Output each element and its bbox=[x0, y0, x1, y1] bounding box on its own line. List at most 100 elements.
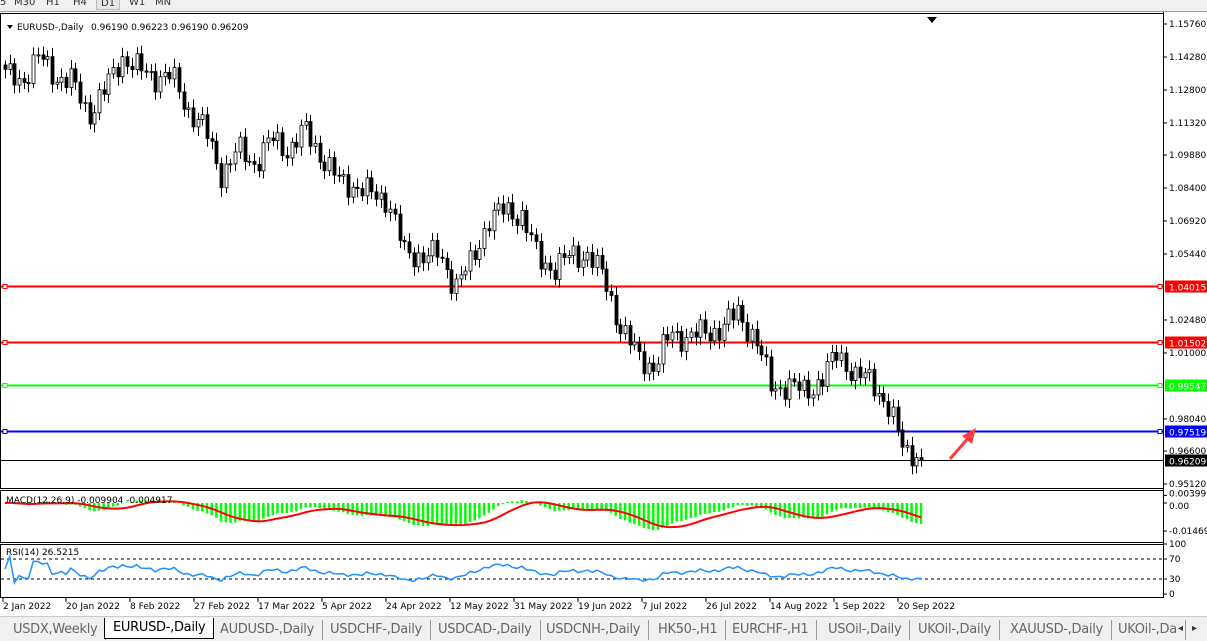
candle bbox=[177, 62, 182, 99]
candle bbox=[468, 242, 473, 280]
timeframe-h1[interactable]: H1 bbox=[46, 0, 60, 8]
candle bbox=[914, 452, 919, 474]
date-tick: 14 Aug 2022 bbox=[770, 602, 828, 612]
chart-tab[interactable]: EURUSD-,Daily bbox=[104, 618, 215, 639]
chart-tab[interactable]: USOil-,Daily bbox=[820, 620, 911, 640]
candle bbox=[501, 195, 506, 223]
collapse-triangle-icon[interactable] bbox=[7, 25, 13, 29]
candle bbox=[759, 339, 764, 361]
candle bbox=[571, 237, 576, 265]
candle bbox=[665, 326, 670, 347]
timeframe-mn[interactable]: MN bbox=[155, 0, 172, 8]
scroll-right-icon[interactable]: ▸ bbox=[1192, 623, 1198, 634]
candle bbox=[600, 247, 605, 275]
level-price-label: 0.97519 bbox=[1169, 429, 1206, 439]
chart-tab[interactable]: AUDUSD-,Daily bbox=[212, 620, 324, 640]
chart-shift-icon[interactable] bbox=[927, 17, 937, 23]
candle bbox=[783, 380, 788, 407]
candle bbox=[351, 182, 356, 204]
candle bbox=[365, 169, 370, 205]
candle bbox=[383, 186, 388, 218]
candle bbox=[149, 64, 154, 81]
candle bbox=[773, 381, 778, 400]
candle bbox=[426, 247, 431, 271]
timeframe-m5[interactable]: 5 bbox=[0, 0, 7, 8]
candle bbox=[858, 358, 863, 385]
candle bbox=[421, 246, 426, 272]
price-tick: 1.14280 bbox=[1169, 53, 1206, 63]
candle bbox=[205, 106, 210, 147]
candle bbox=[341, 169, 346, 185]
candle bbox=[111, 58, 116, 79]
candle bbox=[651, 354, 656, 381]
candle bbox=[106, 68, 111, 103]
candle bbox=[679, 325, 684, 358]
candle bbox=[412, 247, 417, 276]
candle bbox=[778, 379, 783, 397]
candle bbox=[614, 287, 619, 333]
candle bbox=[492, 202, 497, 240]
chart-tab[interactable]: XAUUSD-,Daily bbox=[1002, 620, 1112, 640]
candle bbox=[524, 205, 529, 242]
macd-pane[interactable] bbox=[0, 490, 1164, 543]
candle bbox=[787, 370, 792, 408]
candle bbox=[158, 70, 163, 99]
chart-tabs: USDX,Weekly EURUSD-,Daily AUDUSD-,Daily USD… bbox=[0, 616, 1207, 641]
level-handle[interactable] bbox=[2, 429, 8, 434]
level-handle[interactable] bbox=[2, 284, 8, 289]
chart-tab[interactable]: UKOil-,Da bbox=[1110, 620, 1186, 640]
chart-tab[interactable]: USDCAD-,Daily bbox=[430, 620, 541, 640]
candle bbox=[12, 58, 17, 94]
candle bbox=[73, 62, 78, 91]
candle bbox=[520, 201, 525, 231]
level-handle[interactable] bbox=[1157, 284, 1163, 289]
level-handle[interactable] bbox=[1157, 383, 1163, 388]
candle bbox=[83, 95, 88, 113]
chart-tab[interactable]: HK50-,H1 bbox=[650, 620, 727, 640]
candle bbox=[59, 68, 64, 92]
chart-tab[interactable]: USDCHF-,Daily bbox=[322, 620, 431, 640]
candle bbox=[740, 300, 745, 332]
chart-tab[interactable]: USDX,Weekly bbox=[5, 620, 107, 640]
price-tick: 1.15760 bbox=[1169, 20, 1206, 30]
candle bbox=[182, 83, 187, 117]
candle bbox=[88, 94, 93, 130]
candle bbox=[346, 165, 351, 206]
candle bbox=[41, 46, 46, 67]
candle bbox=[712, 320, 717, 346]
candle bbox=[567, 250, 572, 265]
candle bbox=[219, 157, 224, 197]
level-handle[interactable] bbox=[2, 383, 8, 388]
chart-tab[interactable]: EURCHF-,H1 bbox=[724, 620, 818, 640]
candle bbox=[717, 320, 722, 350]
candle bbox=[252, 153, 257, 174]
main-pane[interactable] bbox=[0, 13, 1164, 489]
date-tick: 2 Jan 2022 bbox=[3, 602, 51, 612]
candle bbox=[290, 137, 295, 166]
level-handle[interactable] bbox=[1157, 340, 1163, 345]
timeframe-w1[interactable]: W1 bbox=[129, 0, 146, 8]
date-tick: 24 Apr 2022 bbox=[386, 602, 442, 612]
candle bbox=[299, 119, 304, 156]
price-tick: 1.01000 bbox=[1169, 349, 1206, 359]
level-handle[interactable] bbox=[2, 340, 8, 345]
candle bbox=[120, 47, 125, 84]
chart-tab[interactable]: USDCNH-,Daily bbox=[538, 620, 650, 640]
candle bbox=[163, 63, 168, 86]
candle bbox=[708, 326, 713, 350]
timeframe-d1[interactable]: D1 bbox=[96, 0, 121, 10]
scroll-left-icon[interactable]: ◂ bbox=[1178, 623, 1184, 634]
timeframe-m30[interactable]: M30 bbox=[14, 0, 36, 8]
candle bbox=[703, 311, 708, 340]
chart-window[interactable]: 1.04015 1.01502 0.99547 0.97519 0.96209 0.00… bbox=[0, 12, 1207, 614]
candle bbox=[186, 102, 191, 118]
chart-tab[interactable]: UKOil-,Daily bbox=[910, 620, 1000, 640]
candle bbox=[196, 112, 201, 136]
candle bbox=[623, 316, 628, 340]
candle bbox=[200, 106, 205, 126]
candle bbox=[285, 146, 290, 167]
level-handle[interactable] bbox=[1157, 429, 1163, 434]
date-tick: 27 Feb 2022 bbox=[194, 602, 250, 612]
timeframe-h4[interactable]: H4 bbox=[73, 0, 87, 8]
candle bbox=[637, 336, 642, 361]
